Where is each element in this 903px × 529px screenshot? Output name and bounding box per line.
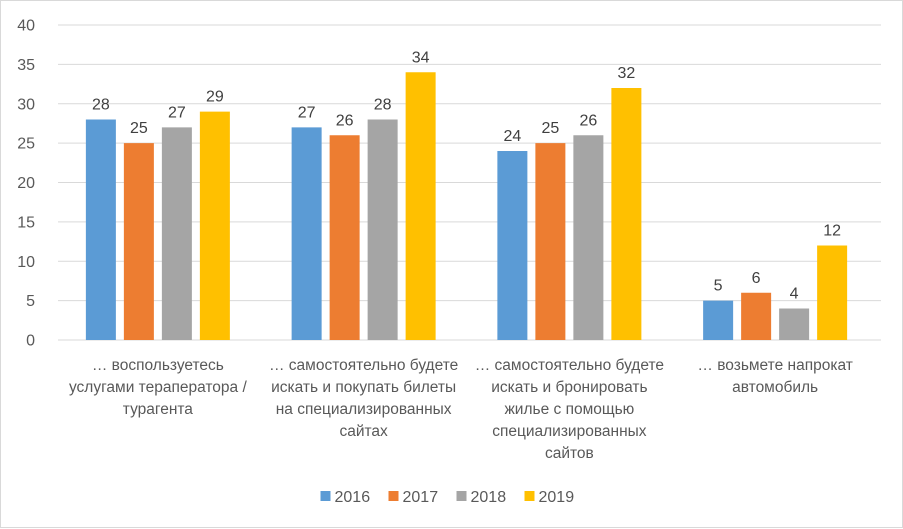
data-label: 6 — [752, 270, 761, 287]
bar-2016-3[interactable] — [497, 151, 528, 340]
y-tick-label: 10 — [17, 254, 35, 271]
category-label: сайтов — [545, 445, 594, 462]
category-label: … возьмете напрокат — [697, 357, 852, 374]
legend-label: 2017 — [403, 489, 439, 506]
bar-2018-2[interactable] — [367, 119, 398, 341]
data-label: 34 — [412, 49, 430, 66]
data-label: 27 — [168, 104, 186, 121]
y-tick-label: 15 — [17, 214, 35, 231]
y-tick-label: 20 — [17, 175, 35, 192]
data-label: 25 — [541, 120, 559, 137]
bar-2017-2[interactable] — [329, 135, 360, 340]
data-label: 24 — [503, 128, 521, 145]
bar-2016-1[interactable] — [85, 119, 116, 341]
bar-2016-4[interactable] — [703, 300, 734, 340]
bar-2016-2[interactable] — [291, 127, 322, 340]
data-label: 28 — [374, 97, 392, 114]
category-label: сайтах — [339, 423, 388, 440]
data-label: 27 — [298, 104, 316, 121]
bar-2017-1[interactable] — [123, 143, 154, 340]
bar-2018-1[interactable] — [161, 127, 192, 340]
legend-swatch-2016 — [320, 491, 331, 501]
legend-swatch-2017 — [388, 491, 399, 501]
bar-2018-3[interactable] — [573, 135, 604, 340]
bar-2017-3[interactable] — [535, 143, 566, 340]
bar-2017-4[interactable] — [741, 292, 772, 340]
bar-2019-3[interactable] — [611, 88, 642, 340]
legend-swatch-2019 — [524, 491, 535, 501]
y-tick-label: 0 — [26, 333, 35, 350]
category-label: автомобиль — [732, 379, 818, 396]
y-tick-label: 35 — [17, 57, 35, 74]
data-label: 12 — [823, 223, 841, 240]
category-label: искать и покупать билеты — [271, 379, 456, 396]
y-tick-label: 25 — [17, 136, 35, 153]
legend-swatch-2018 — [456, 491, 467, 501]
category-label: … воспользуетесь — [92, 357, 224, 374]
data-label: 4 — [790, 286, 799, 303]
bar-2019-1[interactable] — [199, 111, 230, 340]
category-label: турагента — [123, 401, 194, 418]
bar-2018-4[interactable] — [779, 308, 810, 341]
y-tick-label: 40 — [17, 18, 35, 35]
bar-2019-4[interactable] — [817, 245, 848, 341]
category-label: услугами тераператора / — [69, 379, 247, 396]
data-label: 25 — [130, 120, 148, 137]
data-label: 29 — [206, 89, 224, 106]
data-label: 32 — [617, 65, 635, 82]
category-label: жилье с помощью — [504, 401, 634, 418]
category-label: искать и бронировать — [491, 379, 647, 396]
bar-2019-2[interactable] — [405, 72, 436, 340]
data-label: 28 — [92, 97, 110, 114]
data-label: 26 — [579, 112, 597, 129]
data-label: 5 — [714, 278, 723, 295]
category-label: специализированных — [492, 423, 647, 440]
category-label: на специализированных — [276, 401, 452, 418]
legend-label: 2016 — [335, 489, 371, 506]
y-tick-label: 30 — [17, 96, 35, 113]
y-tick-label: 5 — [26, 293, 35, 310]
category-label: … самостоятельно будете — [475, 357, 664, 374]
category-label: … самостоятельно будете — [269, 357, 458, 374]
legend-label: 2018 — [471, 489, 507, 506]
legend-label: 2019 — [539, 489, 575, 506]
data-label: 26 — [336, 112, 354, 129]
